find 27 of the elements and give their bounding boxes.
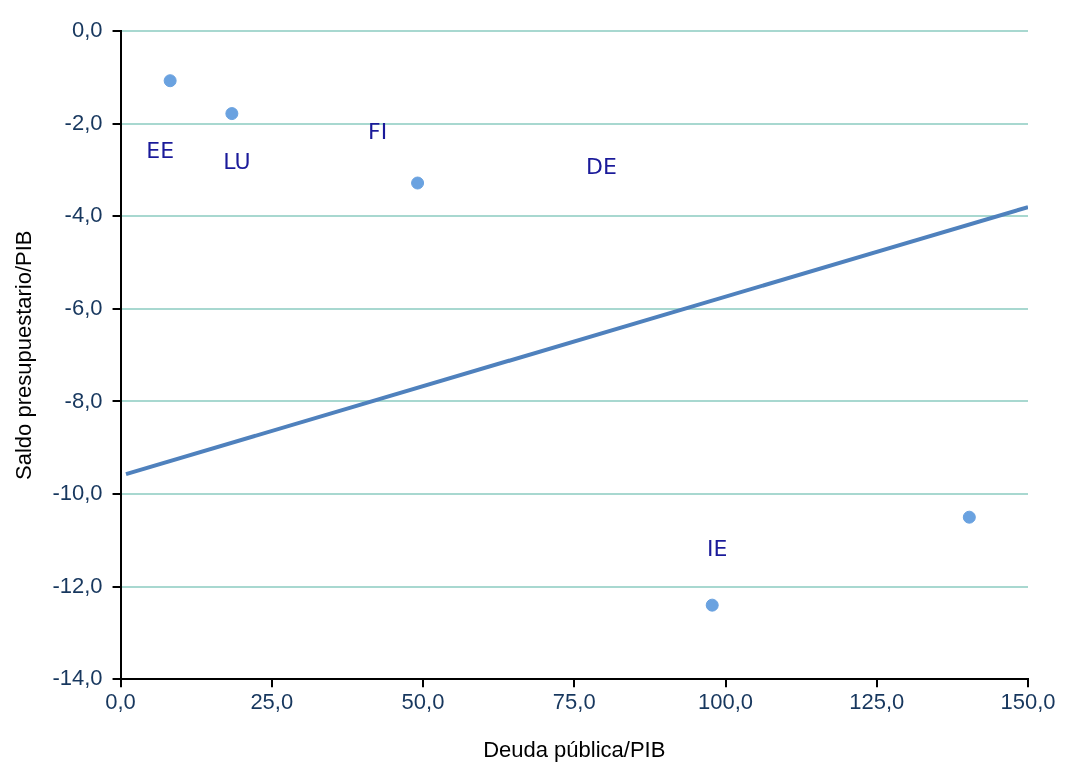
x-tick-label: 50,0 (401, 689, 445, 715)
y-tick-label: -14,0 (52, 665, 103, 691)
annotation: DE (586, 154, 617, 180)
x-tick-label: 25,0 (250, 689, 294, 715)
y-tick-label: -12,0 (52, 572, 103, 598)
x-tick-label: 100,0 (697, 689, 754, 715)
y-tick-label: 0,0 (71, 17, 103, 43)
y-axis-title: Saldo presupuestario/PIB (11, 230, 37, 480)
y-tick-label: -8,0 (64, 387, 103, 413)
annotation: FI (368, 118, 388, 144)
annotation: LU (223, 149, 251, 175)
x-tick-label: 125,0 (849, 689, 905, 715)
annotation: IE (707, 535, 728, 561)
annotation: EE (146, 138, 175, 164)
x-tick-label: 0,0 (105, 689, 136, 715)
point (705, 598, 719, 612)
y-tick-label: -6,0 (64, 294, 103, 320)
x-tick-label: 75,0 (552, 689, 596, 715)
point (225, 107, 239, 121)
x-axis-title: Deuda pública/PIB (483, 736, 666, 762)
point (962, 510, 976, 524)
point (411, 176, 425, 190)
y-tick-label: -2,0 (64, 109, 103, 135)
x-tick-label: 150,0 (1000, 689, 1056, 715)
y-tick-label: -10,0 (52, 480, 103, 506)
y-tick-label: -4,0 (64, 202, 103, 228)
point (163, 74, 177, 88)
